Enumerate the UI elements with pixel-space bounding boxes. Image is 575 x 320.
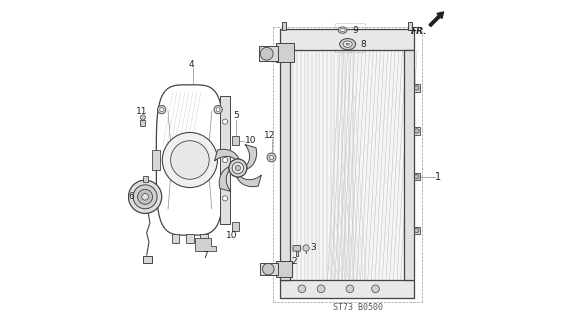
Circle shape: [232, 162, 244, 174]
Circle shape: [229, 159, 247, 177]
Ellipse shape: [340, 38, 356, 50]
Text: ST73 B0500: ST73 B0500: [333, 303, 383, 312]
Circle shape: [158, 106, 166, 114]
Circle shape: [298, 285, 306, 292]
Text: 10: 10: [245, 136, 256, 145]
Text: 3: 3: [310, 244, 316, 252]
Text: 5: 5: [233, 111, 239, 120]
Bar: [220, 96, 230, 224]
Circle shape: [216, 108, 220, 112]
Circle shape: [223, 157, 228, 163]
Circle shape: [317, 285, 325, 292]
FancyBboxPatch shape: [293, 245, 301, 251]
Bar: [143, 176, 148, 182]
Polygon shape: [214, 149, 239, 161]
Bar: [277, 43, 294, 62]
Bar: [151, 150, 159, 170]
Ellipse shape: [346, 43, 349, 45]
Circle shape: [346, 285, 354, 292]
Circle shape: [415, 86, 419, 90]
Circle shape: [223, 196, 228, 201]
Circle shape: [171, 141, 209, 179]
Circle shape: [223, 119, 228, 124]
Bar: [232, 222, 239, 231]
Polygon shape: [219, 167, 231, 191]
Circle shape: [137, 189, 152, 204]
Bar: [279, 280, 414, 298]
Bar: [259, 46, 278, 61]
Circle shape: [162, 132, 217, 188]
Bar: [279, 50, 290, 280]
Bar: [201, 234, 208, 243]
Circle shape: [214, 106, 223, 114]
Bar: [282, 22, 286, 30]
Circle shape: [128, 180, 162, 213]
Bar: [143, 256, 152, 263]
Circle shape: [235, 165, 240, 171]
Text: FR.: FR.: [411, 27, 427, 36]
Circle shape: [269, 155, 274, 160]
Bar: [260, 263, 278, 275]
Bar: [414, 84, 420, 92]
Bar: [296, 248, 298, 256]
Circle shape: [235, 165, 240, 171]
Circle shape: [371, 285, 380, 292]
Bar: [414, 127, 420, 135]
Bar: [404, 50, 414, 280]
Circle shape: [140, 115, 145, 120]
Bar: [279, 29, 414, 50]
Text: 9: 9: [352, 26, 358, 35]
Text: 12: 12: [264, 131, 275, 140]
Polygon shape: [196, 238, 216, 251]
Text: 6: 6: [128, 192, 134, 201]
Text: 2: 2: [291, 257, 297, 266]
Bar: [140, 120, 145, 126]
Ellipse shape: [340, 28, 345, 32]
Bar: [414, 173, 420, 180]
Polygon shape: [237, 175, 261, 187]
Circle shape: [133, 185, 157, 209]
Text: 7: 7: [202, 251, 208, 260]
Circle shape: [229, 159, 247, 177]
Circle shape: [260, 47, 273, 60]
Bar: [408, 22, 412, 30]
Circle shape: [263, 263, 274, 275]
Bar: [277, 261, 292, 277]
Circle shape: [303, 245, 309, 251]
Text: 1: 1: [435, 172, 441, 182]
Circle shape: [415, 129, 419, 133]
Circle shape: [415, 174, 419, 179]
Bar: [414, 227, 420, 234]
Bar: [186, 234, 194, 243]
Bar: [290, 50, 404, 280]
Text: 11: 11: [136, 107, 147, 116]
Text: 10: 10: [227, 231, 238, 240]
Circle shape: [415, 228, 419, 233]
FancyArrow shape: [429, 12, 443, 27]
Text: 4: 4: [189, 60, 194, 68]
Bar: [232, 136, 239, 145]
Circle shape: [232, 162, 244, 174]
Bar: [172, 234, 179, 243]
Circle shape: [142, 194, 148, 200]
Ellipse shape: [338, 27, 347, 33]
Ellipse shape: [343, 41, 352, 47]
Polygon shape: [245, 145, 256, 169]
Circle shape: [160, 108, 164, 112]
Text: 8: 8: [361, 40, 366, 49]
Circle shape: [267, 153, 276, 162]
